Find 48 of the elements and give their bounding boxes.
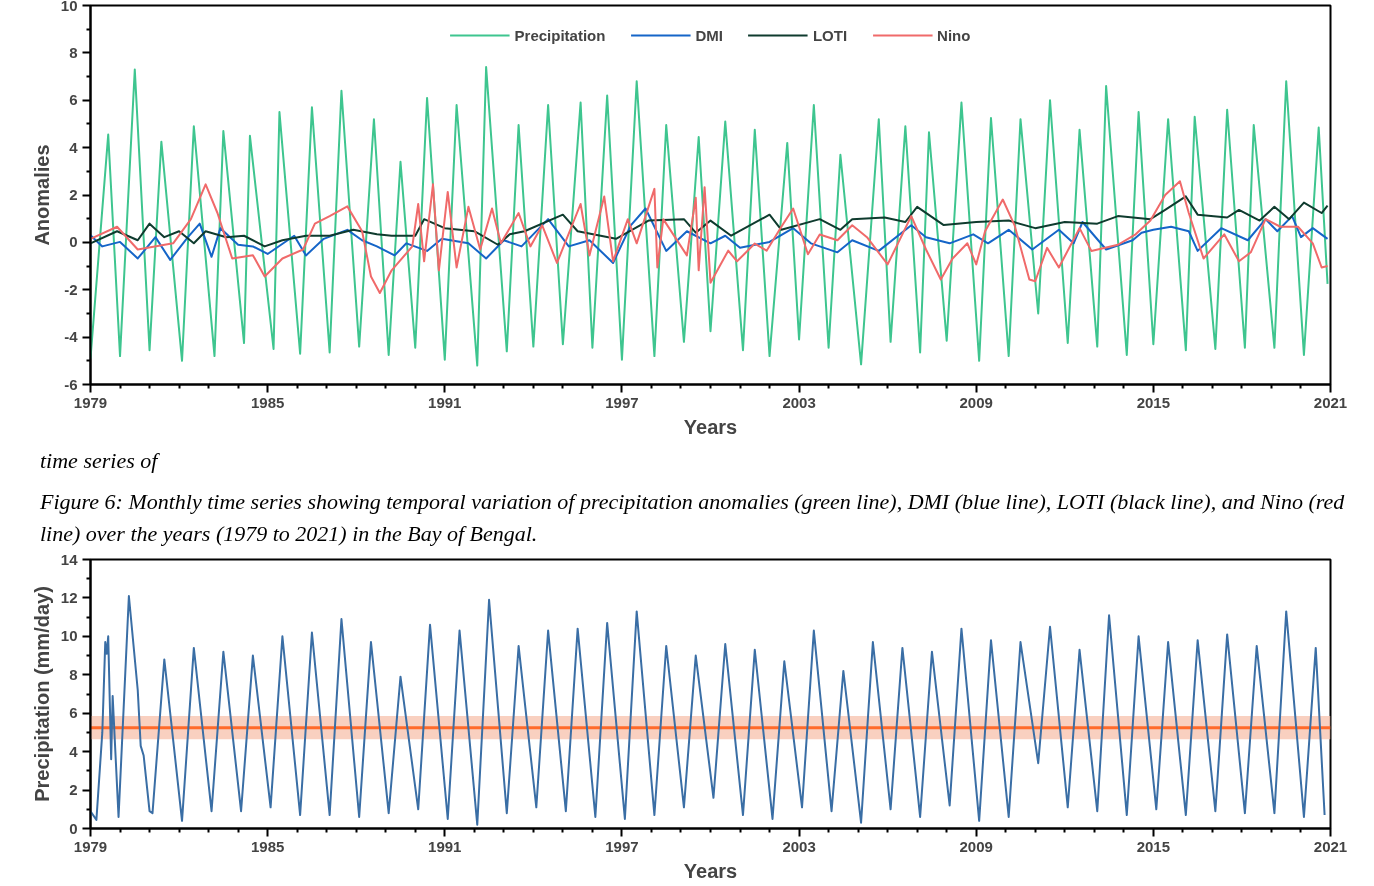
x-tick-label: 1985 [250,837,285,855]
legend-label: Nino [937,26,971,44]
y-tick-label: -6 [64,375,78,393]
y-tick-label: -4 [64,328,79,346]
x-tick-label: 1997 [605,837,639,855]
y-tick-label: 8 [69,666,78,684]
y-tick-label: 6 [69,91,78,109]
legend-label: LOTI [812,26,848,44]
y-tick-label: 4 [69,138,79,156]
x-tick-label: 2021 [1313,837,1348,855]
y-tick-label: 14 [60,550,79,568]
y-tick-label: 4 [69,742,79,760]
y-tick-label: -2 [64,280,78,298]
line-series [90,66,1329,367]
x-tick-label: 1997 [605,393,639,411]
y-tick-label: 10 [60,627,78,645]
line-series [90,180,1329,295]
x-tick-label: 1985 [250,393,285,411]
x-tick-label: 2009 [959,837,993,855]
x-tick-label: 2003 [782,837,816,855]
legend-label: DMI [695,26,723,44]
x-tick-label: 1991 [428,393,462,411]
x-tick-label: 1979 [73,393,108,411]
y-tick-label: 0 [69,233,78,251]
legend-label: Precipitation [514,26,606,44]
y-axis-title: Anomalies [30,144,53,246]
y-axis-title: Precipitation (mm/day) [30,586,53,803]
y-tick-label: 10 [60,0,78,14]
x-tick-label: 2021 [1313,393,1348,411]
y-tick-label: 2 [69,781,78,799]
y-tick-label: 12 [60,589,78,607]
line-series [90,195,1329,248]
x-tick-label: 2009 [959,393,993,411]
line-series [90,207,1329,264]
x-tick-label: 1979 [73,837,108,855]
y-tick-label: 6 [69,704,78,722]
x-tick-label: 2015 [1136,837,1171,855]
x-tick-label: 1991 [428,837,462,855]
x-axis-title: Years [683,415,738,438]
caption: Figure 6: Monthly time series showing temporal variation of precipitation anomalies (green line), DMI (blue line), LOTI (black line), and Nino (red line) over the years (1979 to 2021) in the Bay of Bengal. [40,488,1346,548]
y-tick-label: 2 [69,186,78,203]
x-tick-label: 2015 [1136,393,1171,411]
y-tick-label: 0 [69,819,78,837]
x-axis-title: Years [683,859,738,882]
y-tick-label: 8 [69,43,78,61]
x-tick-label: 2003 [782,393,816,411]
line-series [90,595,1326,826]
text: time series of [40,447,158,475]
